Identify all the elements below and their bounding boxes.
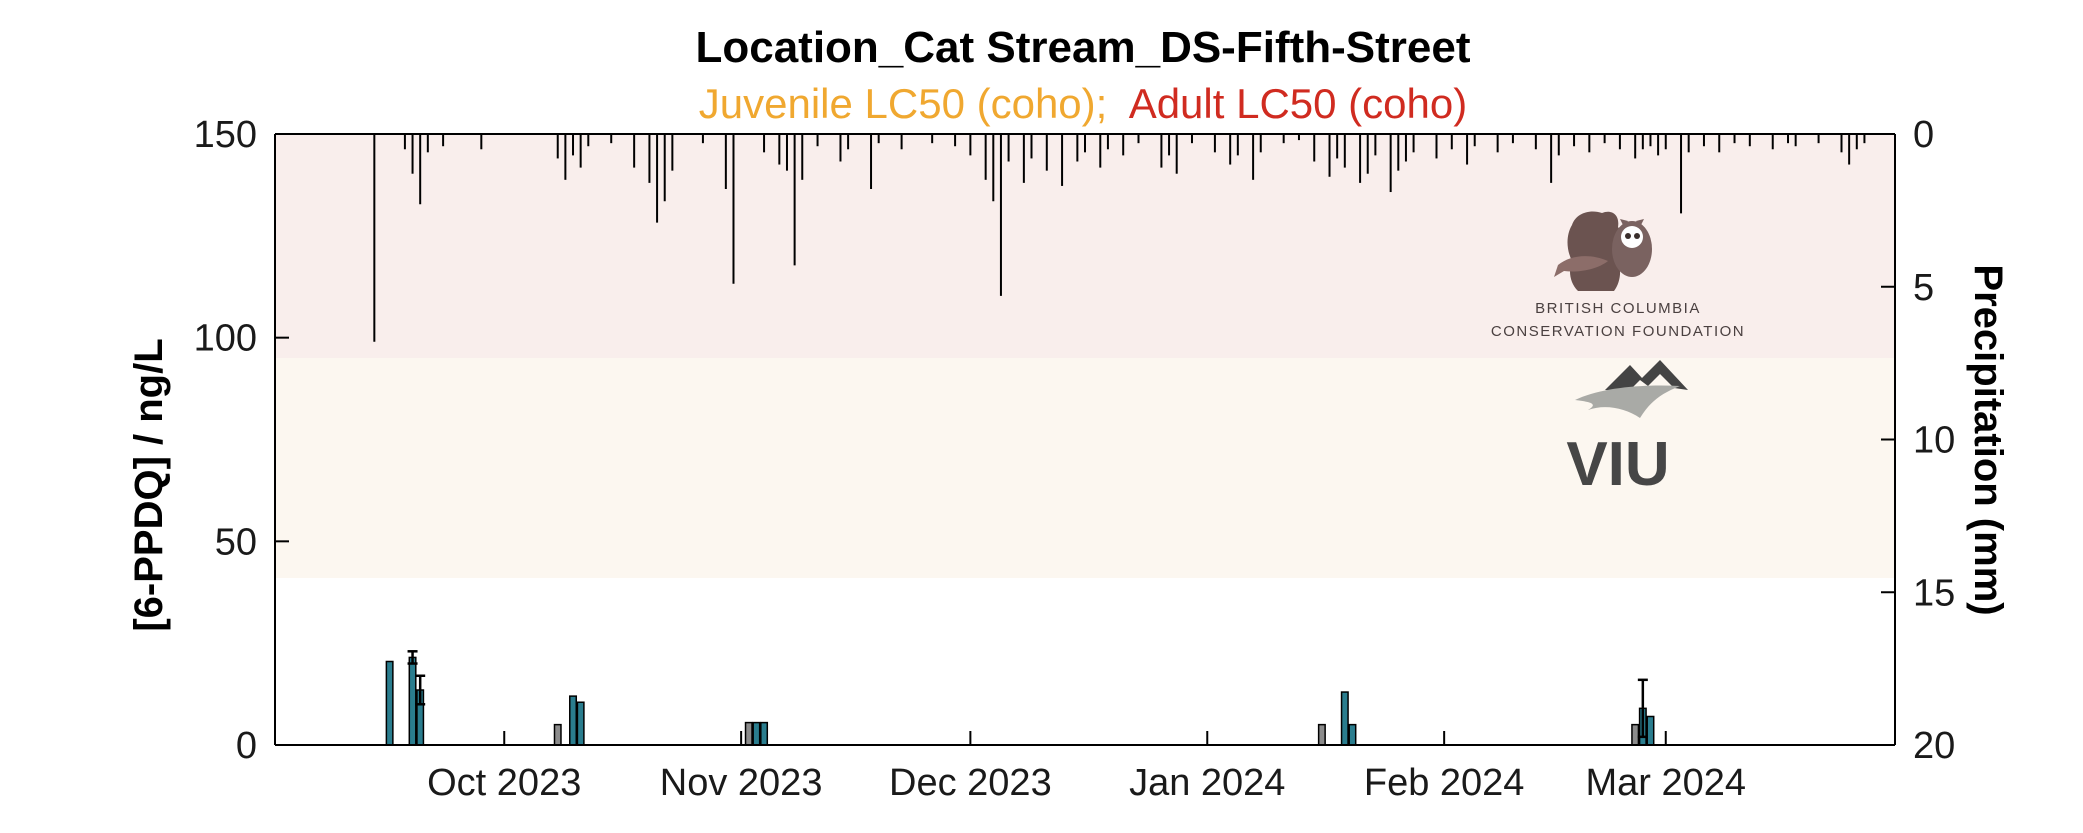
bccf-line1: BRITISH COLUMBIA [1535, 300, 1701, 317]
conc-bar-4 [569, 695, 578, 746]
viu-logo: VIU [1566, 360, 1688, 499]
conc-bar-1 [408, 656, 417, 746]
concentration-bars [385, 650, 1655, 746]
conc-bar-10 [1340, 691, 1349, 746]
y2-axis-label: Precipitation (mm) [1966, 264, 2010, 615]
y2-tick-label-0: 0 [1913, 114, 1934, 156]
x-tick-label-1: Nov 2023 [660, 762, 823, 804]
chart-subtitle: Juvenile LC50 (coho); Adult LC50 (coho) [699, 80, 1467, 127]
y2-tick-label-4: 20 [1913, 725, 1955, 767]
bccf-line2: CONSERVATION FOUNDATION [1491, 323, 1745, 340]
x-tick-label-0: Oct 2023 [427, 762, 581, 804]
conc-bar-12 [1631, 723, 1640, 746]
axes: 0 50 100 150 0 5 10 15 20 Oct 2023 Nov 2023 Dec 202… [194, 114, 1956, 804]
conc-bar-14 [1646, 715, 1655, 746]
bccf-logo: BRITISH COLUMBIA CONSERVATION FOUNDATION [1491, 211, 1745, 340]
conc-bar-9 [1317, 723, 1326, 746]
precipitation-series [373, 134, 1866, 342]
viu-wordmark: VIU [1566, 430, 1669, 499]
conc-bar-3 [553, 723, 562, 746]
y-tick-label-2: 100 [194, 318, 257, 360]
x-tick-label-5: Mar 2024 [1585, 762, 1746, 804]
bear-salmon-owl-icon [1554, 211, 1652, 291]
x-tick-label-4: Feb 2024 [1364, 762, 1525, 804]
y-axis-label: [6-PPDQ] / ng/L [127, 338, 171, 631]
chart-title: Location_Cat Stream_DS-Fifth-Street [695, 23, 1470, 72]
y-tick-label-0: 0 [236, 725, 257, 767]
conc-bar-6 [744, 721, 753, 746]
y2-tick-label-1: 5 [1913, 267, 1934, 309]
adult-lc50-label: Adult LC50 (coho) [1129, 80, 1468, 127]
y2-tick-label-3: 15 [1913, 572, 1955, 614]
conc-bar-0 [385, 660, 394, 746]
y-tick-label-1: 50 [215, 521, 257, 563]
mountain-leaf-icon [1575, 360, 1688, 418]
conc-bar-11 [1348, 723, 1357, 746]
conc-bar-7 [752, 721, 761, 746]
juvenile-lc50-label: Juvenile LC50 (coho); [699, 80, 1108, 127]
threshold-bands [275, 134, 1895, 578]
y2-tick-label-2: 10 [1913, 420, 1955, 462]
x-tick-label-2: Dec 2023 [889, 762, 1052, 804]
x-tick-label-3: Jan 2024 [1129, 762, 1285, 804]
y-tick-label-3: 150 [194, 114, 257, 156]
conc-bar-8 [760, 721, 769, 746]
conc-bar-5 [576, 701, 585, 746]
